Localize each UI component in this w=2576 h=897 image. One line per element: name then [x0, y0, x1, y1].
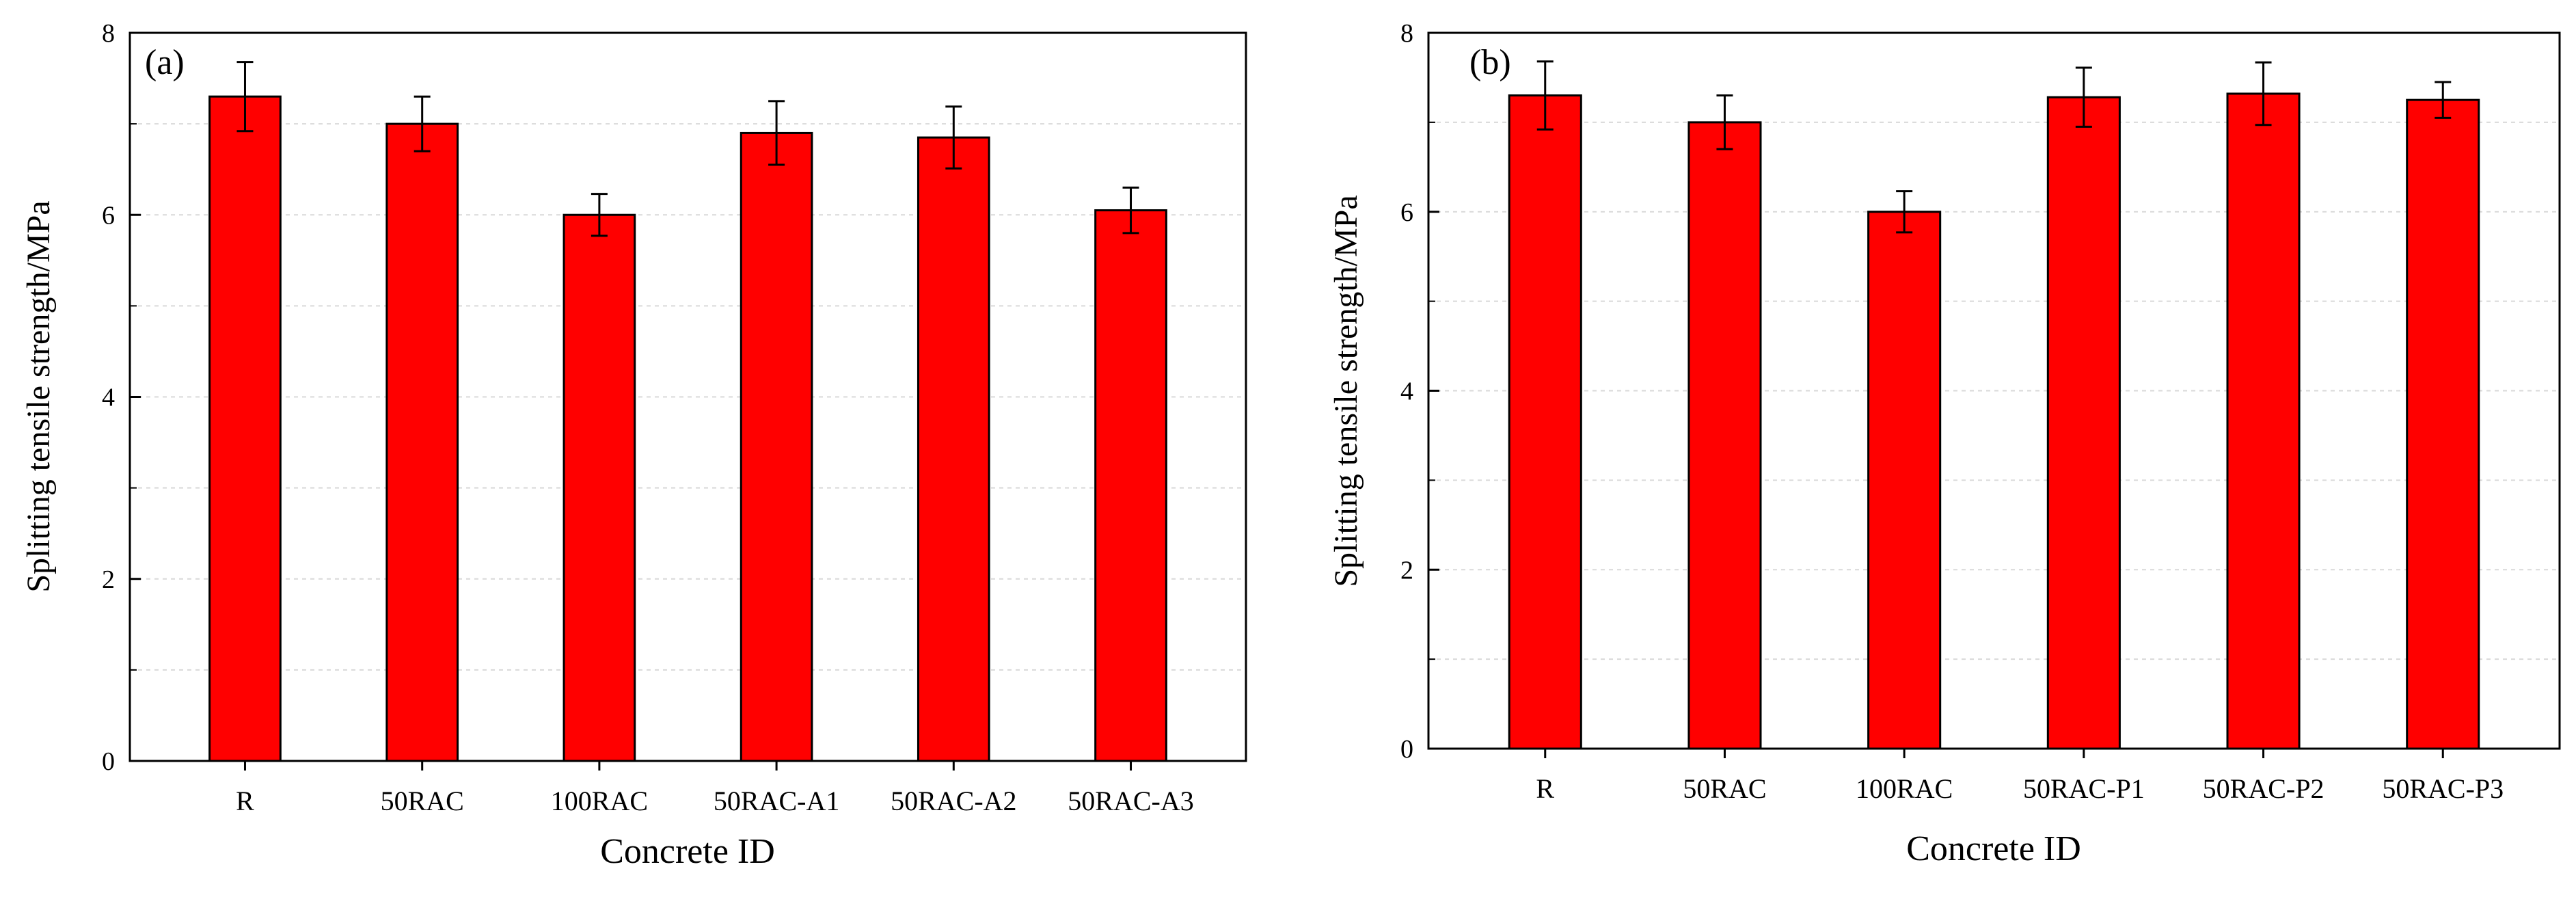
panel-label-b: (b): [1469, 43, 1511, 82]
chart-panel-a: (a) Concrete ID Splitting tensile streng…: [21, 19, 1247, 871]
x-tick-label-a-50rac-a3: 50RAC-A3: [1068, 786, 1193, 816]
x-tick-label-a-50rac-a2: 50RAC-A2: [891, 786, 1016, 816]
error-bar-a-50rac-a2: [945, 105, 962, 170]
bar-a-r: [208, 95, 282, 762]
chart-panel-b: (b) Concrete ID Splitting tensile streng…: [1328, 19, 2561, 868]
error-bar-b-50rac: [1716, 94, 1733, 150]
x-tick-label-a-50rac-a1: 50RAC-A1: [714, 786, 839, 816]
y-tick-label-b: 4: [1400, 377, 1413, 406]
x-axis-label-a: Concrete ID: [600, 832, 775, 871]
x-axis-label-b: Concrete ID: [1906, 829, 2081, 868]
bar-b-50rac: [1687, 121, 1762, 750]
error-bar-a-r: [236, 61, 254, 133]
y-tick-label-a: 0: [102, 747, 115, 776]
x-tick-label-a-r: R: [236, 786, 254, 816]
error-bar-b-100rac: [1896, 190, 1913, 234]
x-tick-label-b-50rac-p3: 50RAC-P3: [2382, 773, 2504, 804]
x-tick-label-a-50rac: 50RAC: [381, 786, 464, 816]
x-tick-label-b-100rac: 100RAC: [1856, 773, 1953, 804]
error-bar-b-50rac-p1: [2075, 66, 2092, 128]
x-tick-label-b-50rac: 50RAC: [1683, 773, 1766, 804]
bar-b-r: [1508, 94, 1582, 750]
bar-a-100rac: [562, 213, 636, 762]
bar-a-50rac-a1: [740, 131, 813, 762]
y-axis-label-b: Splitting tensile strength/MPa: [1328, 195, 1364, 587]
y-tick-label-a: 6: [102, 201, 115, 230]
y-axis-label-a: Splitting tensile strength/MPa: [21, 200, 57, 592]
y-tick-label-b: 6: [1400, 198, 1413, 227]
x-tick-label-b-50rac-p2: 50RAC-P2: [2203, 773, 2324, 804]
error-bar-b-50rac-p2: [2255, 61, 2272, 126]
bar-b-50rac-p2: [2226, 92, 2301, 750]
y-tick-label-b: 0: [1400, 735, 1413, 764]
bar-b-50rac-p3: [2406, 98, 2480, 750]
bar-a-50rac-a3: [1094, 209, 1167, 762]
panel-label-a: (a): [145, 43, 185, 82]
error-bar-b-50rac-p3: [2435, 81, 2452, 119]
x-tick-label-b-50rac-p1: 50RAC-P1: [2023, 773, 2145, 804]
bar-b-100rac: [1867, 211, 1942, 750]
y-tick-label-b: 8: [1400, 19, 1413, 48]
bar-b-50rac-p1: [2046, 96, 2121, 750]
error-bar-a-50rac: [413, 95, 431, 152]
x-tick-label-b-r: R: [1536, 773, 1554, 804]
error-bar-a-50rac-a1: [768, 100, 785, 166]
error-bar-b-r: [1536, 60, 1554, 131]
error-bar-a-50rac-a3: [1122, 186, 1139, 235]
bar-a-50rac: [385, 122, 459, 762]
x-tick-label-a-100rac: 100RAC: [551, 786, 648, 816]
y-tick-label-b: 2: [1400, 556, 1413, 585]
bar-a-50rac-a2: [917, 136, 990, 762]
y-tick-label-a: 8: [102, 19, 115, 48]
y-tick-label-a: 2: [102, 565, 115, 594]
y-tick-label-a: 4: [102, 384, 115, 412]
error-bar-a-100rac: [591, 193, 608, 237]
